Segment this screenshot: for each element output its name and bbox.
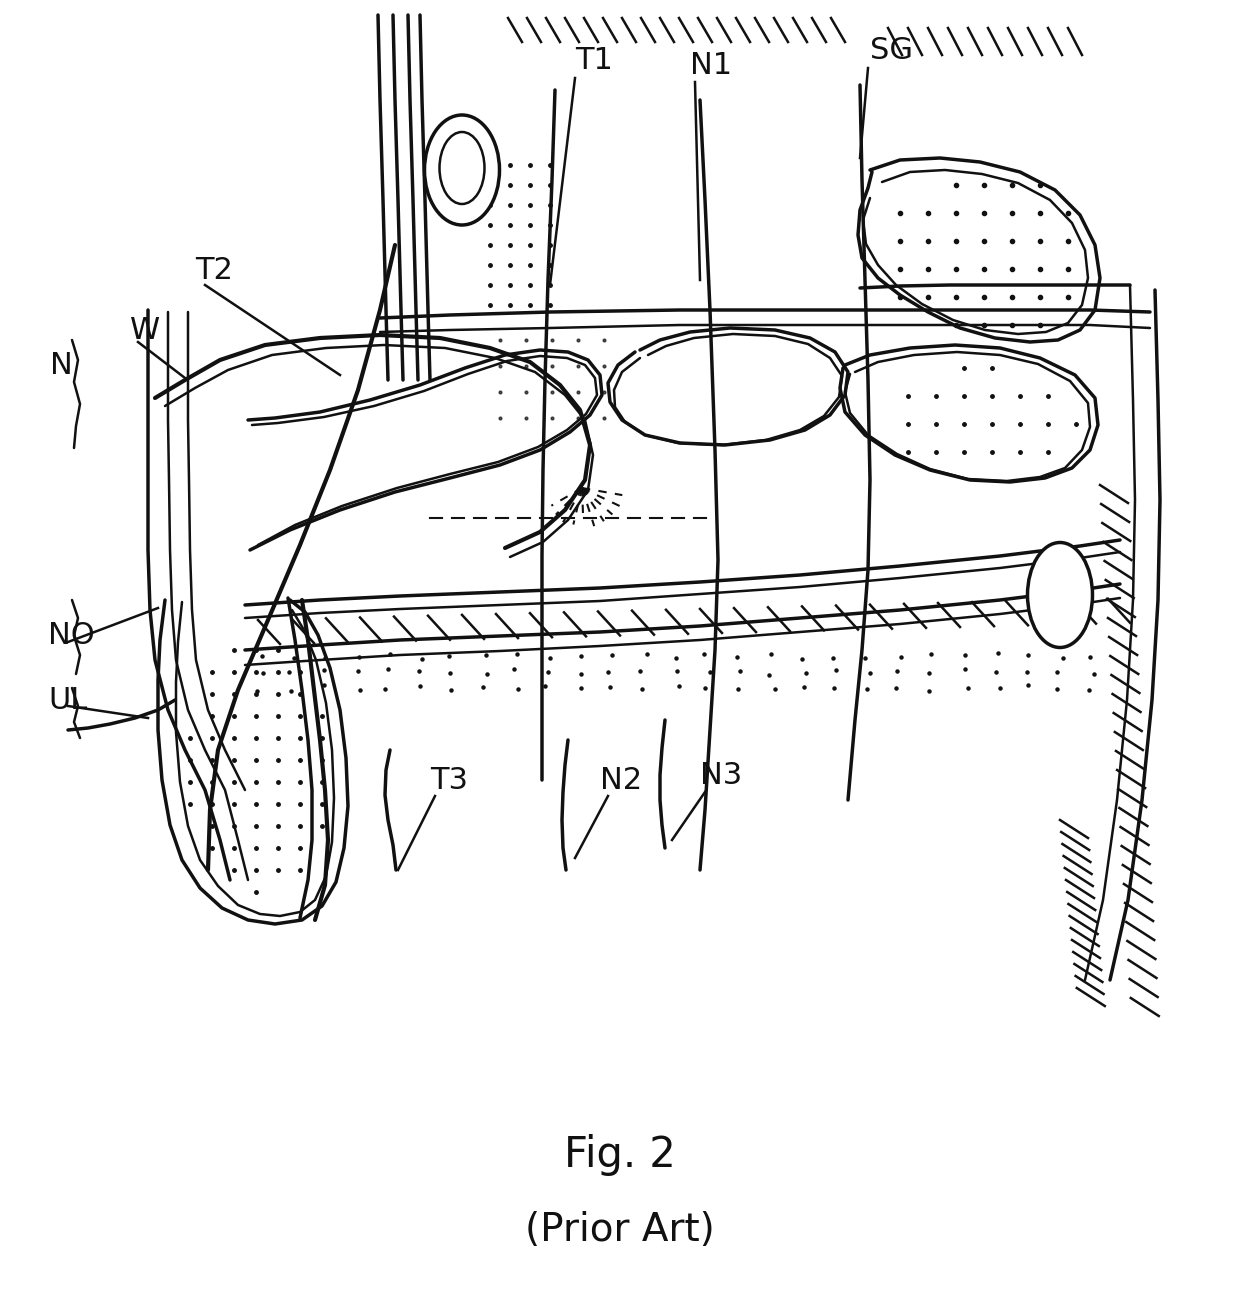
Ellipse shape — [424, 116, 500, 225]
Text: Fig. 2: Fig. 2 — [564, 1134, 676, 1176]
Text: UL: UL — [48, 685, 87, 714]
Text: N2: N2 — [600, 765, 642, 794]
Text: SG: SG — [870, 35, 913, 64]
Ellipse shape — [1028, 542, 1092, 647]
Text: NO: NO — [48, 621, 94, 650]
Text: N3: N3 — [701, 760, 743, 789]
Text: (Prior Art): (Prior Art) — [525, 1211, 715, 1249]
Text: T3: T3 — [430, 765, 467, 794]
Text: N: N — [50, 351, 73, 379]
Text: N1: N1 — [689, 50, 732, 80]
Ellipse shape — [439, 133, 485, 204]
Text: T2: T2 — [195, 256, 233, 285]
Text: W: W — [130, 315, 160, 344]
Text: T1: T1 — [575, 46, 613, 75]
